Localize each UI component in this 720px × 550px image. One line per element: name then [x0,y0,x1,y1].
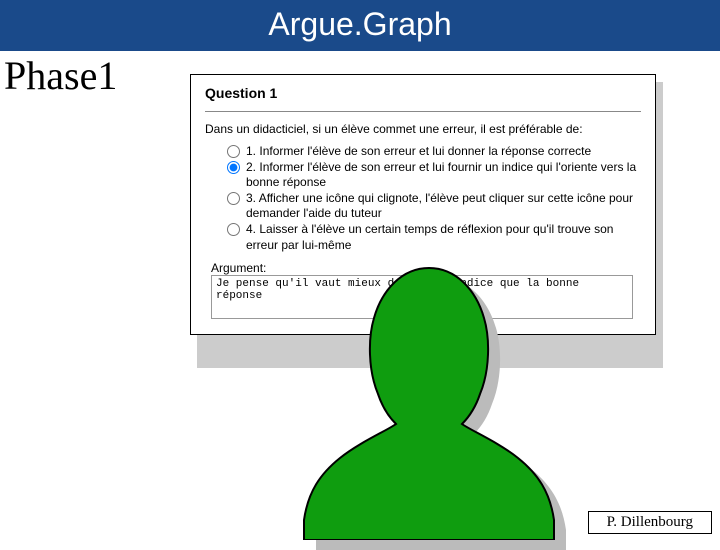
author-label: P. Dillenbourg [588,511,712,534]
question-heading: Question 1 [205,85,641,101]
option-text: Informer l'élève de son erreur et lui fo… [246,160,636,190]
option-text: Afficher une icône qui clignote, l'élève… [246,191,633,221]
option-row: 1. Informer l'élève de son erreur et lui… [205,144,641,160]
question-prompt: Dans un didacticiel, si un élève commet … [205,122,641,136]
option-radio-4[interactable] [227,223,240,236]
option-radio-2[interactable] [227,161,240,174]
option-num: 1. [246,144,256,158]
option-radio-3[interactable] [227,192,240,205]
person-silhouette-icon [294,260,564,540]
option-row: 4. Laisser à l'élève un certain temps de… [205,222,641,253]
phase-label: Phase1 [4,52,117,99]
option-radio-1[interactable] [227,145,240,158]
app-title: Argue.Graph [268,6,451,42]
option-text: Informer l'élève de son erreur et lui do… [259,144,591,158]
option-text: Laisser à l'élève un certain temps de ré… [246,222,613,252]
title-bar: Argue.Graph [0,0,720,51]
option-row: 2. Informer l'élève de son erreur et lui… [205,160,641,191]
option-num: 2. [246,160,256,174]
option-num: 4. [246,222,256,236]
option-num: 3. [246,191,256,205]
option-row: 3. Afficher une icône qui clignote, l'él… [205,191,641,222]
divider [205,111,641,112]
